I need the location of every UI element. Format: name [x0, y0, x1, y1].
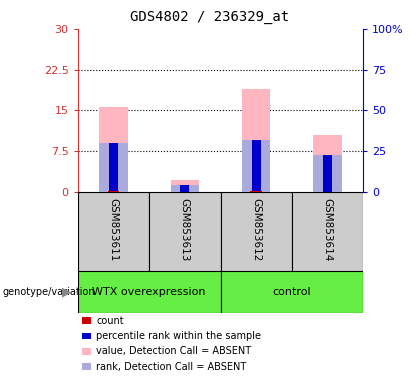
Bar — [180, 185, 189, 192]
Bar — [78, 192, 149, 271]
Bar — [250, 191, 262, 192]
Text: rank, Detection Call = ABSENT: rank, Detection Call = ABSENT — [96, 362, 247, 372]
Text: GDS4802 / 236329_at: GDS4802 / 236329_at — [131, 10, 289, 23]
Bar — [99, 107, 128, 192]
Text: WTX overexpression: WTX overexpression — [92, 287, 206, 297]
Text: genotype/variation: genotype/variation — [2, 287, 95, 297]
Text: GSM853614: GSM853614 — [323, 197, 333, 261]
Bar — [242, 89, 270, 192]
Bar — [171, 185, 199, 192]
Bar — [149, 192, 220, 271]
Text: GSM853611: GSM853611 — [108, 197, 118, 261]
Bar — [292, 192, 363, 271]
Text: count: count — [96, 316, 124, 326]
Bar — [242, 140, 270, 192]
Bar — [99, 143, 128, 192]
Text: value, Detection Call = ABSENT: value, Detection Call = ABSENT — [96, 346, 251, 356]
Bar — [108, 191, 119, 192]
Bar — [171, 180, 199, 192]
Text: control: control — [273, 287, 311, 297]
Text: GSM853612: GSM853612 — [251, 197, 261, 261]
Bar — [323, 155, 332, 192]
Bar — [78, 271, 220, 313]
Bar — [252, 140, 261, 192]
Bar — [220, 271, 363, 313]
Bar — [220, 192, 292, 271]
Text: ▶: ▶ — [62, 285, 72, 298]
Bar — [313, 135, 342, 192]
Text: percentile rank within the sample: percentile rank within the sample — [96, 331, 261, 341]
Text: GSM853613: GSM853613 — [180, 197, 190, 261]
Bar — [109, 143, 118, 192]
Bar — [313, 155, 342, 192]
